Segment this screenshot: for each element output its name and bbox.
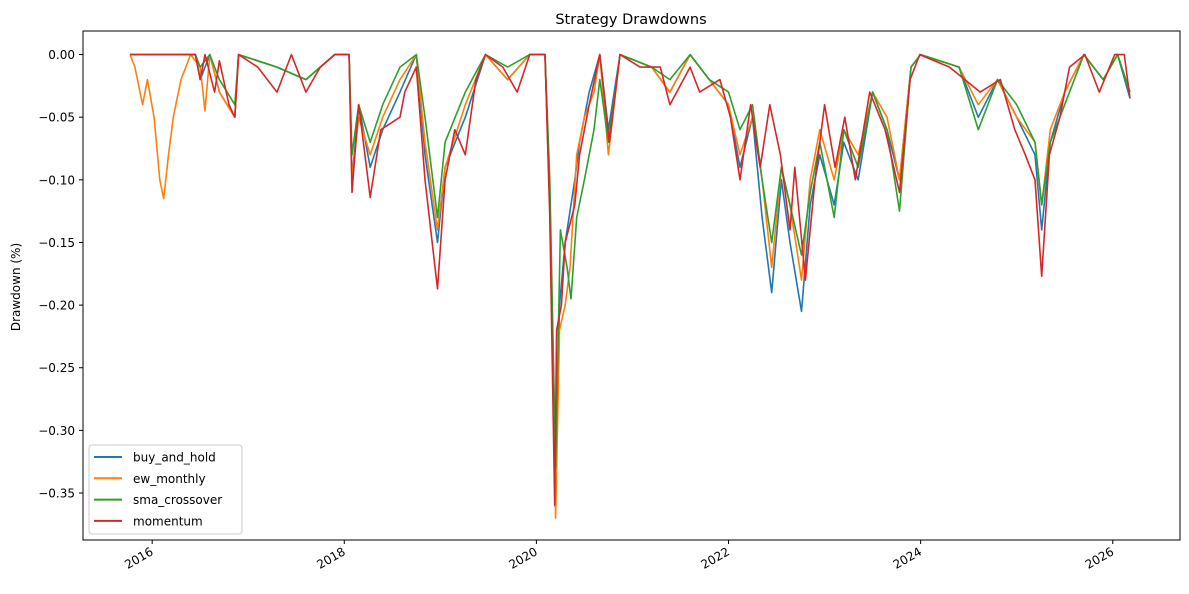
x-tick-label: 2022	[699, 544, 732, 571]
y-axis-label: Drawdown (%)	[9, 243, 23, 331]
chart-title: Strategy Drawdowns	[555, 12, 706, 28]
y-tick-label: −0.15	[38, 236, 75, 250]
y-tick-label: 0.00	[48, 48, 75, 62]
x-tick-label: 2018	[314, 544, 347, 571]
legend-label-sma_crossover: sma_crossover	[133, 493, 222, 507]
x-tick-label: 2020	[506, 544, 539, 571]
series-line-buy_and_hold	[130, 53, 1131, 469]
y-tick-label: −0.20	[38, 299, 75, 313]
y-tick-label: −0.05	[38, 111, 75, 125]
x-tick-label: 2024	[891, 544, 924, 571]
x-tick-label: 2026	[1083, 544, 1116, 571]
y-tick-label: −0.10	[38, 173, 75, 187]
x-tick-label: 2016	[122, 544, 155, 571]
plot-frame	[82, 30, 1181, 541]
legend: buy_and_hold ew_monthly sma_crossovermomen…	[88, 444, 243, 535]
legend-box	[88, 444, 243, 535]
y-tick-label: −0.35	[38, 487, 75, 501]
y-tick-label: −0.25	[38, 361, 75, 375]
series-line-momentum	[130, 53, 1131, 507]
series-line-sma_crossover	[130, 53, 1131, 469]
legend-label-momentum: momentum	[133, 514, 203, 528]
legend-label-buy_and_hold: buy_and_hold	[133, 451, 216, 465]
y-tick-label: −0.30	[38, 424, 75, 438]
legend-label-ew_monthly: ew_monthly	[133, 472, 206, 486]
